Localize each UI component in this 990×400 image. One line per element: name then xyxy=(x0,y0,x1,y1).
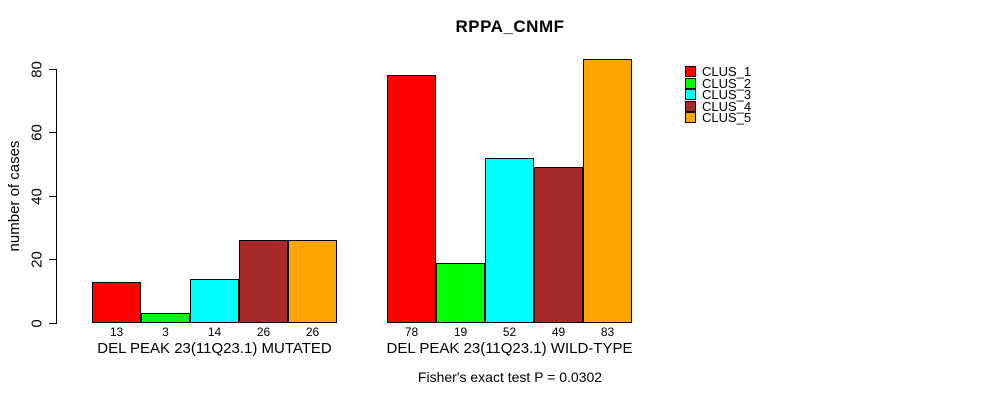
bar-clus_4-group1 xyxy=(239,240,288,323)
bar-clus_3-group1 xyxy=(190,279,239,323)
bar-clus_5-group1 xyxy=(288,240,337,323)
y-tick xyxy=(49,259,56,260)
bar-value-label: 52 xyxy=(502,325,517,339)
bar-clus_5-group2 xyxy=(583,59,632,323)
y-axis-title: number of cases xyxy=(6,140,23,252)
y-tick-label: 40 xyxy=(28,187,46,205)
legend-swatch-clus_4 xyxy=(685,101,696,112)
y-tick-label: 60 xyxy=(28,124,46,141)
legend-label: CLUS_3 xyxy=(702,87,752,102)
y-tick-label: 20 xyxy=(28,251,46,268)
bar-clus_2-group2 xyxy=(436,263,485,323)
legend-label: CLUS_4 xyxy=(702,99,752,114)
group-label: DEL PEAK 23(11Q23.1) WILD-TYPE xyxy=(386,340,633,357)
bar-clus_3-group2 xyxy=(485,158,534,323)
y-tick xyxy=(49,322,56,324)
legend-swatch-clus_5 xyxy=(685,112,696,123)
group-label: DEL PEAK 23(11Q23.1) MUTATED xyxy=(97,340,332,357)
bar-value-label: 49 xyxy=(551,325,566,339)
legend-label: CLUS_1 xyxy=(702,64,752,79)
legend-label: CLUS_2 xyxy=(702,76,752,91)
bar-value-label: 14 xyxy=(207,325,222,339)
legend-swatch-clus_1 xyxy=(685,66,696,77)
bar-clus_1-group1 xyxy=(92,282,141,323)
y-axis-line xyxy=(56,69,57,324)
bar-value-label: 19 xyxy=(453,325,468,339)
y-tick xyxy=(49,195,56,197)
bar-clus_4-group2 xyxy=(534,167,583,323)
chart-title: RPPA_CNMF xyxy=(455,17,565,36)
stat-annotation: Fisher's exact test P = 0.0302 xyxy=(417,369,603,385)
y-tick-label: 0 xyxy=(28,318,46,328)
y-tick xyxy=(49,68,56,70)
y-tick xyxy=(49,132,56,133)
bar-value-label: 26 xyxy=(305,325,320,339)
legend-swatch-clus_3 xyxy=(685,89,696,100)
bar-value-label: 83 xyxy=(600,325,615,339)
bar-value-label: 78 xyxy=(404,325,419,339)
bar-clus_1-group2 xyxy=(387,75,436,323)
legend-swatch-clus_2 xyxy=(685,78,696,89)
bar-value-label: 26 xyxy=(256,325,271,339)
bar-value-label: 13 xyxy=(109,325,124,339)
bar-clus_2-group1 xyxy=(141,313,190,323)
legend-label: CLUS_5 xyxy=(702,110,752,125)
y-tick-label: 80 xyxy=(28,60,46,78)
bar-value-label: 3 xyxy=(162,325,169,339)
